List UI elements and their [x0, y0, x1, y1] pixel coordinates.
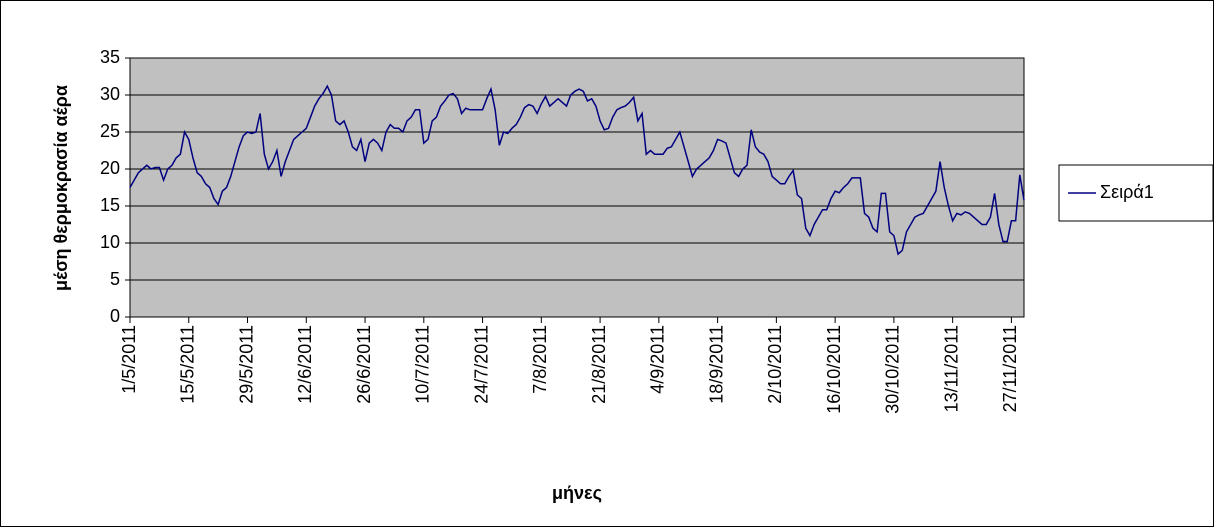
legend-label: Σειρά1 — [1100, 182, 1154, 202]
data-line — [129, 84, 1025, 256]
x-tick-label: 27/11/2011 — [1000, 325, 1020, 412]
y-tick-label: 25 — [100, 121, 120, 141]
plot-area — [130, 58, 1024, 317]
y-tick-label: 20 — [100, 158, 120, 178]
x-tick-label: 29/5/2011 — [236, 325, 256, 404]
x-tick-label: 24/7/2011 — [471, 325, 491, 404]
y-tick-label: 15 — [100, 195, 120, 215]
x-tick-label: 15/5/2011 — [178, 325, 198, 404]
y-tick-label: 0 — [110, 306, 120, 326]
x-tick-label: 13/11/2011 — [941, 325, 961, 412]
x-tick-label: 16/10/2011 — [824, 325, 844, 414]
x-tick-label: 2/10/2011 — [765, 325, 785, 404]
y-tick-label: 10 — [100, 232, 120, 252]
x-tick-label: 4/9/2011 — [648, 325, 668, 394]
x-tick-label: 26/6/2011 — [354, 325, 374, 404]
x-tick-label: 1/5/2011 — [119, 325, 139, 394]
x-tick-label: 7/8/2011 — [530, 325, 550, 394]
y-axis-title: μέση θερμοκρασία αέρα — [51, 85, 71, 291]
x-axis-title: μήνες — [552, 483, 602, 503]
y-tick-label: 5 — [110, 269, 120, 289]
x-tick-label: 21/8/2011 — [589, 325, 609, 404]
x-tick-label: 30/10/2011 — [883, 325, 903, 414]
y-tick-label: 30 — [100, 84, 120, 104]
y-tick-label: 35 — [100, 47, 120, 67]
x-tick-label: 10/7/2011 — [413, 325, 433, 404]
x-tick-label: 18/9/2011 — [706, 325, 726, 404]
x-tick-label: 12/6/2011 — [295, 325, 315, 404]
